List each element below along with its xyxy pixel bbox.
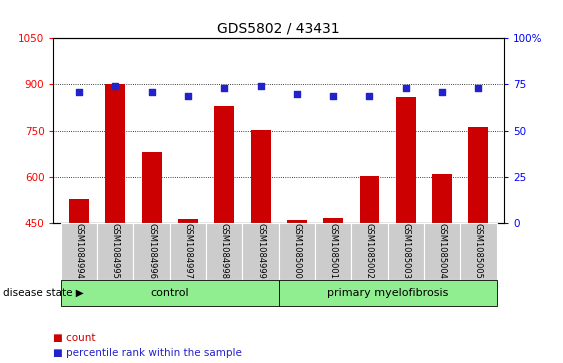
Bar <box>461 223 497 280</box>
Title: GDS5802 / 43431: GDS5802 / 43431 <box>217 21 340 36</box>
Text: GSM1084997: GSM1084997 <box>184 223 193 280</box>
Bar <box>251 130 270 223</box>
Text: GSM1085000: GSM1085000 <box>292 224 301 279</box>
Bar <box>242 223 279 280</box>
Text: GSM1085004: GSM1085004 <box>437 224 446 279</box>
Bar <box>133 223 169 280</box>
Point <box>256 83 265 89</box>
Text: ■ count: ■ count <box>53 333 96 343</box>
Bar <box>424 223 461 280</box>
Bar <box>360 176 379 223</box>
Bar <box>61 280 279 306</box>
Point <box>365 93 374 98</box>
Text: GSM1085001: GSM1085001 <box>329 224 338 279</box>
Text: GSM1085002: GSM1085002 <box>365 224 374 279</box>
Text: GSM1085005: GSM1085005 <box>474 224 483 279</box>
Bar <box>105 85 125 223</box>
Bar <box>432 174 452 223</box>
Text: GSM1084999: GSM1084999 <box>256 224 265 279</box>
Point <box>292 91 301 97</box>
Bar <box>468 127 489 223</box>
Text: GSM1084995: GSM1084995 <box>111 224 120 279</box>
Text: disease state ▶: disease state ▶ <box>3 287 83 298</box>
Point <box>401 85 410 91</box>
Text: GSM1084996: GSM1084996 <box>147 223 156 280</box>
Text: GSM1084994: GSM1084994 <box>74 224 83 279</box>
Point <box>474 85 483 91</box>
Bar <box>396 97 416 223</box>
Point <box>184 93 193 98</box>
Bar <box>69 199 89 223</box>
Bar <box>141 152 162 223</box>
Bar <box>214 106 234 223</box>
Bar <box>279 223 315 280</box>
Bar <box>61 223 97 280</box>
Bar <box>97 223 133 280</box>
Point <box>437 89 446 95</box>
Bar <box>287 220 307 223</box>
Bar <box>323 218 343 223</box>
Bar <box>169 223 206 280</box>
Text: ■ percentile rank within the sample: ■ percentile rank within the sample <box>53 348 242 358</box>
Point <box>111 83 120 89</box>
Text: GSM1084998: GSM1084998 <box>220 223 229 280</box>
Point <box>147 89 156 95</box>
Text: primary myelofibrosis: primary myelofibrosis <box>327 287 448 298</box>
Bar <box>315 223 351 280</box>
Bar <box>206 223 242 280</box>
Bar <box>178 219 198 223</box>
Text: control: control <box>150 287 189 298</box>
Point <box>220 85 229 91</box>
Bar <box>388 223 424 280</box>
Bar <box>279 280 497 306</box>
Point <box>329 93 338 98</box>
Text: GSM1085003: GSM1085003 <box>401 223 410 280</box>
Point <box>74 89 83 95</box>
Bar <box>351 223 388 280</box>
